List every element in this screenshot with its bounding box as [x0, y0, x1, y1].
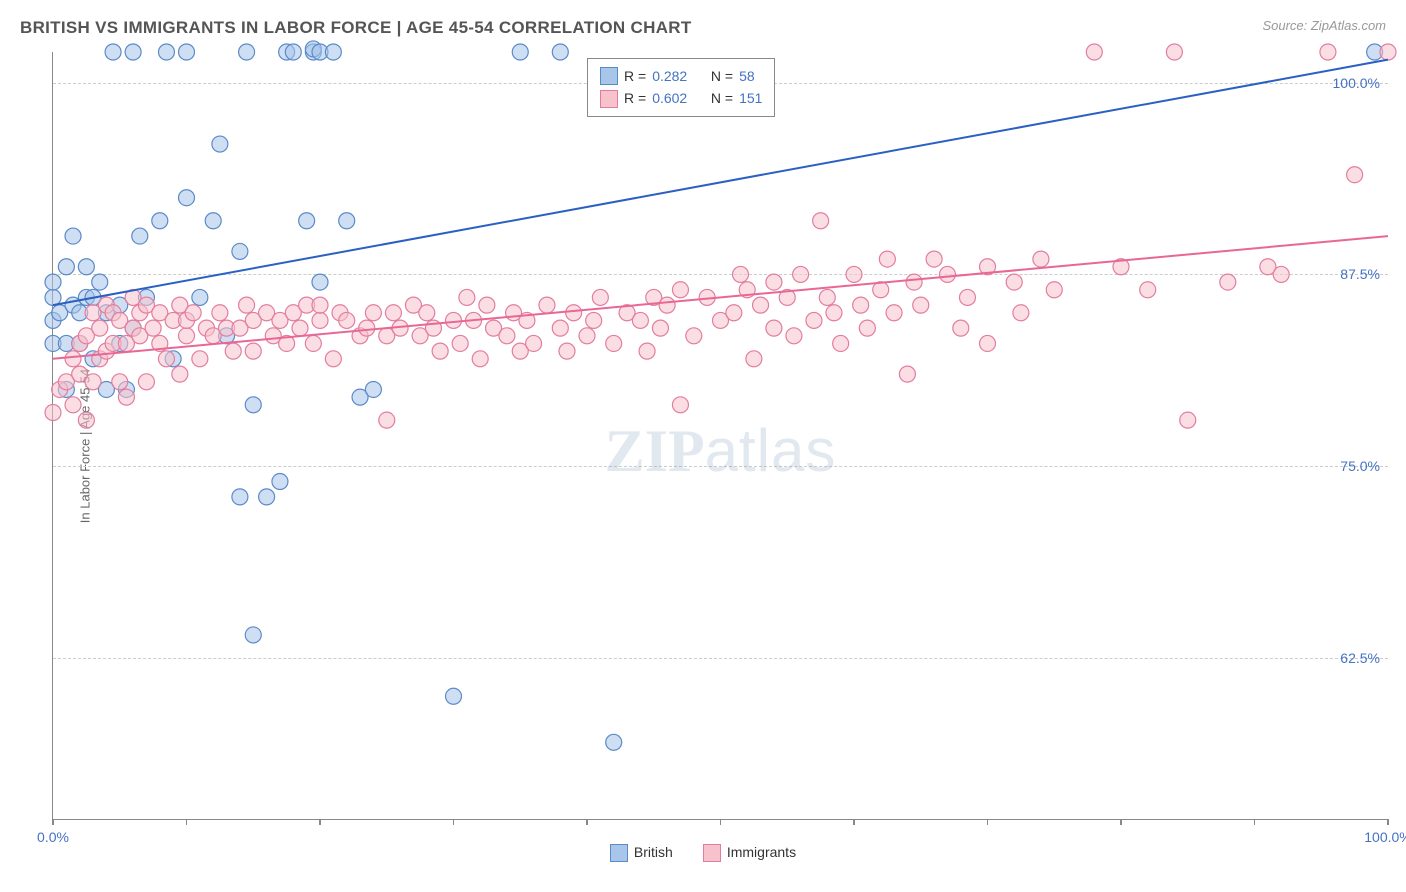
- stats-legend-row: R = 0.282 N = 58: [600, 65, 762, 87]
- x-tick: [52, 819, 54, 825]
- x-tick: [853, 819, 855, 825]
- x-tick: [319, 819, 321, 825]
- x-tick: [987, 819, 989, 825]
- x-tick: [453, 819, 455, 825]
- chart-source: Source: ZipAtlas.com: [1262, 18, 1386, 33]
- series-legend: British Immigrants: [0, 844, 1406, 862]
- scatter-plot-svg: [53, 52, 1388, 819]
- legend-item-immigrants: Immigrants: [703, 844, 796, 862]
- x-tick: [1387, 819, 1389, 825]
- stats-legend-row: R = 0.602 N = 151: [600, 87, 762, 109]
- stats-legend-box: R = 0.282 N = 58 R = 0.602 N = 151: [587, 58, 775, 117]
- x-tick: [1254, 819, 1256, 825]
- legend-item-british: British: [610, 844, 673, 862]
- legend-swatch: [600, 67, 618, 85]
- chart-title: BRITISH VS IMMIGRANTS IN LABOR FORCE | A…: [20, 18, 692, 37]
- x-tick: [186, 819, 188, 825]
- x-tick-label: 100.0%: [1364, 829, 1406, 845]
- x-tick-label: 0.0%: [37, 829, 69, 845]
- legend-swatch: [600, 90, 618, 108]
- x-tick: [586, 819, 588, 825]
- x-tick: [720, 819, 722, 825]
- x-tick: [1120, 819, 1122, 825]
- chart-plot-area: ZIPatlas R = 0.282 N = 58 R = 0.602 N = …: [52, 52, 1388, 820]
